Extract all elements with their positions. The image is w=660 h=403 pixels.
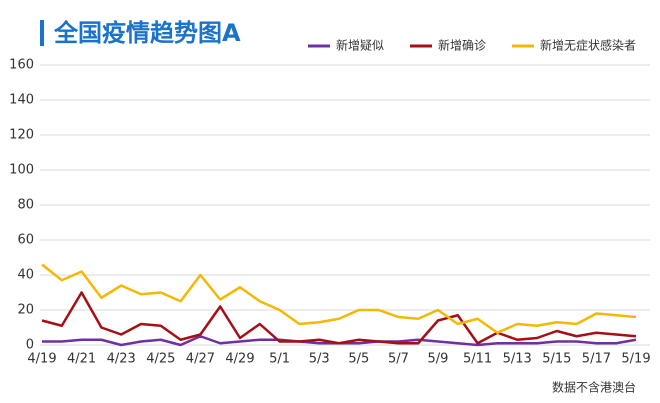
y-tick-label: 100	[9, 163, 34, 178]
series-line	[41, 291, 637, 345]
x-tick-label: 5/3	[309, 352, 330, 367]
x-tick-label: 5/7	[388, 352, 409, 367]
x-tick-label: 4/27	[186, 352, 215, 367]
y-tick-label: 40	[17, 268, 34, 283]
y-tick-label: 60	[17, 233, 34, 248]
y-tick-label: 0	[26, 338, 34, 353]
y-tick-label: 160	[9, 58, 34, 73]
x-tick-label: 5/5	[348, 352, 369, 367]
x-tick-label: 5/19	[621, 352, 650, 367]
legend-label: 新增疑似	[336, 38, 384, 53]
x-tick-label: 4/23	[107, 352, 136, 367]
x-tick-label: 4/19	[27, 352, 56, 367]
series-line	[41, 263, 637, 334]
footnote: 数据不含港澳台	[552, 380, 636, 395]
title-bar	[40, 20, 44, 46]
legend-label: 新增无症状感染者	[540, 38, 636, 53]
x-tick-label: 5/17	[582, 352, 611, 367]
y-tick-label: 140	[9, 93, 34, 108]
x-tick-label: 5/9	[428, 352, 449, 367]
x-tick-label: 5/13	[503, 352, 532, 367]
x-tick-label: 4/25	[146, 352, 175, 367]
x-tick-label: 5/1	[269, 352, 290, 367]
chart-title: 全国疫情趋势图A	[53, 19, 241, 47]
y-tick-label: 80	[17, 198, 34, 213]
x-tick-label: 4/21	[67, 352, 96, 367]
y-tick-label: 20	[17, 303, 34, 318]
x-tick-label: 5/15	[542, 352, 571, 367]
x-tick-label: 5/11	[463, 352, 492, 367]
y-tick-label: 120	[9, 128, 34, 143]
legend-label: 新增确诊	[438, 38, 486, 53]
x-tick-label: 4/29	[225, 352, 254, 367]
